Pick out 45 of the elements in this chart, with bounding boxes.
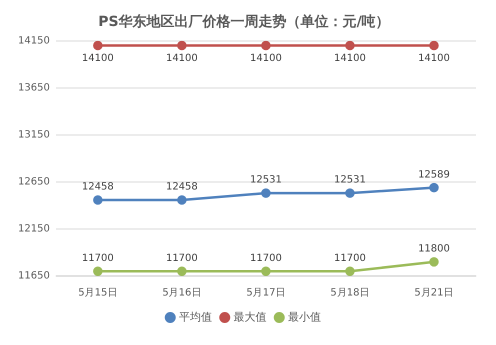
legend-label: 最小值 [288, 310, 321, 324]
chart-title: PS华东地区出厂价格一周走势（单位：元/吨） [98, 13, 390, 30]
point [429, 40, 439, 50]
data-label: 12531 [250, 174, 282, 186]
data-label: 14100 [334, 53, 366, 64]
data-label: 11800 [418, 243, 450, 254]
point [177, 266, 187, 276]
data-label: 11700 [334, 252, 366, 264]
data-label: 11700 [250, 252, 282, 264]
y-tick-label: 12150 [18, 224, 50, 235]
point [177, 40, 187, 50]
point [93, 195, 103, 205]
x-tick-label: 5月18日 [330, 288, 370, 299]
legend-label: 平均值 [178, 310, 212, 324]
data-label: 14100 [82, 53, 114, 64]
x-tick-label: 5月17日 [246, 288, 286, 299]
point [345, 188, 355, 198]
data-label: 14100 [418, 53, 450, 64]
legend-label: 最大值 [233, 310, 266, 324]
y-tick-label: 13150 [18, 129, 50, 140]
y-tick-label: 13650 [18, 82, 50, 94]
data-label: 14100 [250, 53, 282, 64]
point [429, 182, 439, 192]
data-label: 12458 [166, 182, 198, 193]
y-tick-label: 12650 [18, 176, 50, 188]
point [93, 266, 103, 276]
y-tick-label: 11650 [18, 270, 50, 282]
point [345, 266, 355, 276]
data-label: 11700 [82, 252, 114, 264]
data-label: 12531 [334, 174, 366, 186]
point [261, 188, 271, 198]
point [261, 266, 271, 276]
point [345, 40, 355, 50]
data-label: 12458 [82, 182, 114, 193]
data-label: 14100 [166, 53, 198, 64]
point [261, 40, 271, 50]
data-label: 12589 [418, 169, 450, 180]
x-tick-label: 5月15日 [78, 288, 118, 299]
data-label: 11700 [166, 252, 198, 264]
x-tick-label: 5月21日 [414, 288, 454, 299]
point [93, 40, 103, 50]
x-tick-label: 5月16日 [162, 288, 202, 299]
point [177, 195, 187, 205]
y-tick-label: 14150 [18, 35, 50, 46]
point [429, 257, 439, 267]
